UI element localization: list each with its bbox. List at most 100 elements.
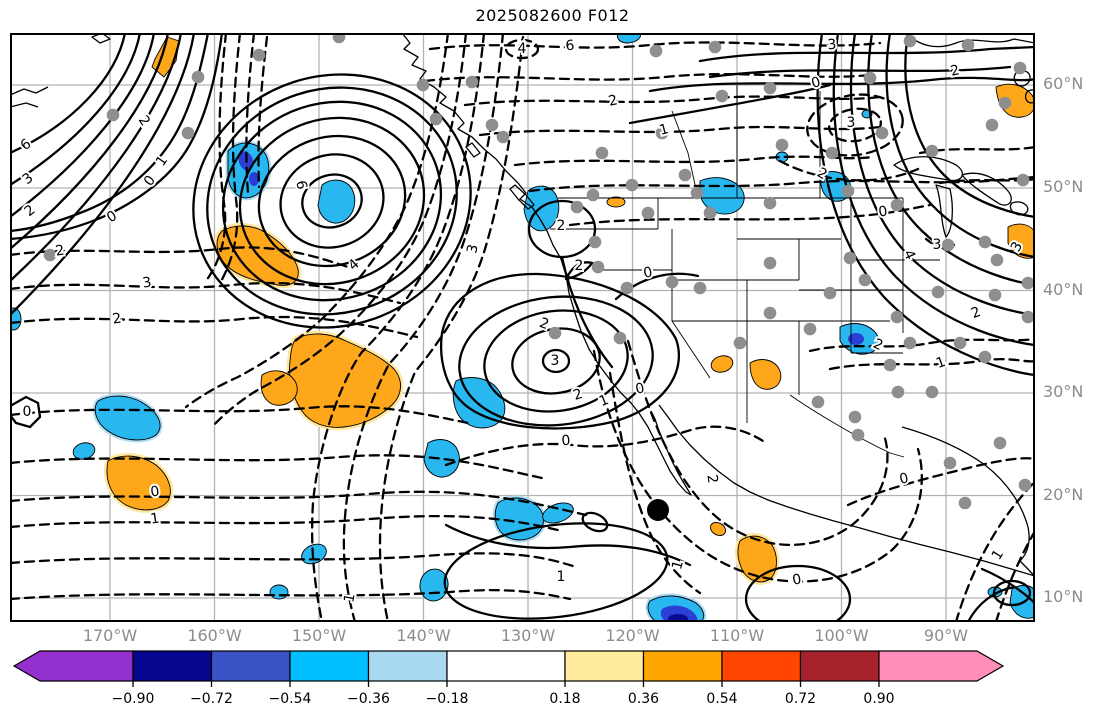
- contour-label: 2: [969, 304, 983, 322]
- station-dot: [953, 336, 967, 350]
- station-dot: [958, 496, 972, 510]
- contour-label: 0: [877, 203, 888, 220]
- station-dot: [763, 306, 777, 320]
- contour-label: 0: [561, 433, 571, 450]
- station-dot: [803, 322, 817, 336]
- colorbar-segment: [721, 650, 802, 682]
- station-dot: [181, 126, 195, 140]
- contour-label: 0: [898, 470, 910, 488]
- station-dot: [655, 126, 669, 140]
- coastlines: [10, 33, 1035, 578]
- station-dot: [496, 130, 510, 144]
- colorbar-tick-label: −0.54: [269, 691, 312, 707]
- lon-tick-label: 130°W: [500, 626, 556, 645]
- station-dot: [1021, 276, 1035, 290]
- station-dot: [1018, 478, 1032, 492]
- contour-label: 2: [111, 310, 122, 327]
- colorbar-tick-label: −0.36: [347, 691, 390, 707]
- lat-tick-label: 20°N: [1043, 484, 1084, 504]
- station-dots: [43, 33, 1035, 510]
- station-dot: [811, 395, 825, 409]
- colorbar-tick-label: 0.72: [785, 691, 816, 707]
- station-dot: [191, 70, 205, 84]
- colorbar-tick-label: 0.36: [628, 691, 659, 707]
- contour-label: 0: [642, 264, 654, 281]
- colorbar-tick-label: −0.72: [190, 691, 233, 707]
- lon-tick-label: 140°W: [396, 626, 451, 645]
- colorbar-segment: [642, 650, 723, 682]
- station-dot: [586, 188, 600, 202]
- station-dot: [858, 273, 872, 287]
- station-dot: [925, 385, 939, 399]
- contour-label: 3: [551, 353, 560, 369]
- station-dot: [429, 112, 443, 126]
- contour-label: 6: [565, 38, 575, 55]
- station-dot: [851, 428, 865, 442]
- contour-label: 2: [22, 202, 39, 220]
- colorbar-segment: [210, 650, 291, 682]
- contour-label: 0: [23, 404, 32, 420]
- contour-label: 2: [135, 113, 153, 129]
- contour-label: 0: [791, 571, 803, 588]
- station-dot: [875, 126, 889, 140]
- contour-label: 2: [557, 218, 566, 234]
- lat-tick-label: 50°N: [1043, 177, 1084, 196]
- colorbar-segment: [289, 650, 370, 682]
- station-dot: [252, 48, 266, 62]
- station-dot: [1013, 61, 1027, 75]
- contour-label: 2: [575, 258, 584, 274]
- colorbar-segment: [367, 650, 448, 682]
- station-dot: [823, 286, 837, 300]
- lon-tick-label: 120°W: [605, 626, 660, 645]
- contour-label: 1: [557, 569, 566, 585]
- station-dot: [43, 248, 57, 262]
- contour-label: 6: [18, 136, 35, 154]
- station-dot: [591, 260, 605, 274]
- special-marker: [647, 499, 669, 521]
- station-dot: [588, 235, 602, 249]
- lon-tick-label: 170°W: [82, 626, 138, 645]
- lon-tick-label: 100°W: [814, 626, 869, 645]
- contour-label: 3: [141, 274, 152, 291]
- station-dot: [416, 78, 430, 92]
- station-dot: [978, 235, 992, 249]
- station-dot: [931, 285, 945, 299]
- station-dot: [843, 251, 857, 265]
- station-dot: [763, 256, 777, 270]
- station-dot: [903, 34, 917, 48]
- station-dot: [993, 436, 1007, 450]
- contour-label: 1: [597, 392, 611, 410]
- lon-tick-label: 90°W: [923, 626, 969, 645]
- chart-title: 2025082600 F012: [475, 6, 630, 25]
- colorbar-segment: [564, 650, 645, 682]
- station-dot: [863, 71, 877, 85]
- contour-label: 1: [149, 510, 160, 527]
- contour-label: 3: [847, 115, 856, 131]
- station-dot: [961, 38, 975, 52]
- colorbar-tick-label: −0.90: [112, 691, 155, 707]
- colorbar-tick-label: 0.54: [706, 691, 737, 707]
- colorbar-segment: [132, 650, 213, 682]
- contour-label: 1: [341, 592, 358, 604]
- colorbar-tick-label: −0.18: [426, 691, 469, 707]
- station-dot: [715, 89, 729, 103]
- station-dot: [708, 40, 722, 54]
- station-dot: [665, 275, 679, 289]
- station-dot: [763, 81, 777, 95]
- contour-label: 2: [571, 386, 584, 404]
- contour-label: 3: [933, 237, 942, 253]
- colorbar-segment: [446, 650, 566, 682]
- lon-tick-label: 160°W: [187, 626, 242, 645]
- station-dot: [613, 331, 627, 345]
- station-dot: [625, 178, 639, 192]
- station-dot: [1021, 310, 1035, 324]
- contour-label: 0: [141, 173, 159, 190]
- lat-tick-label: 10°N: [1043, 587, 1084, 606]
- lat-tick-label: 60°N: [1043, 74, 1084, 93]
- station-dot: [943, 456, 957, 470]
- station-dot: [620, 281, 634, 295]
- station-dot: [998, 96, 1012, 110]
- station-dot: [106, 108, 120, 122]
